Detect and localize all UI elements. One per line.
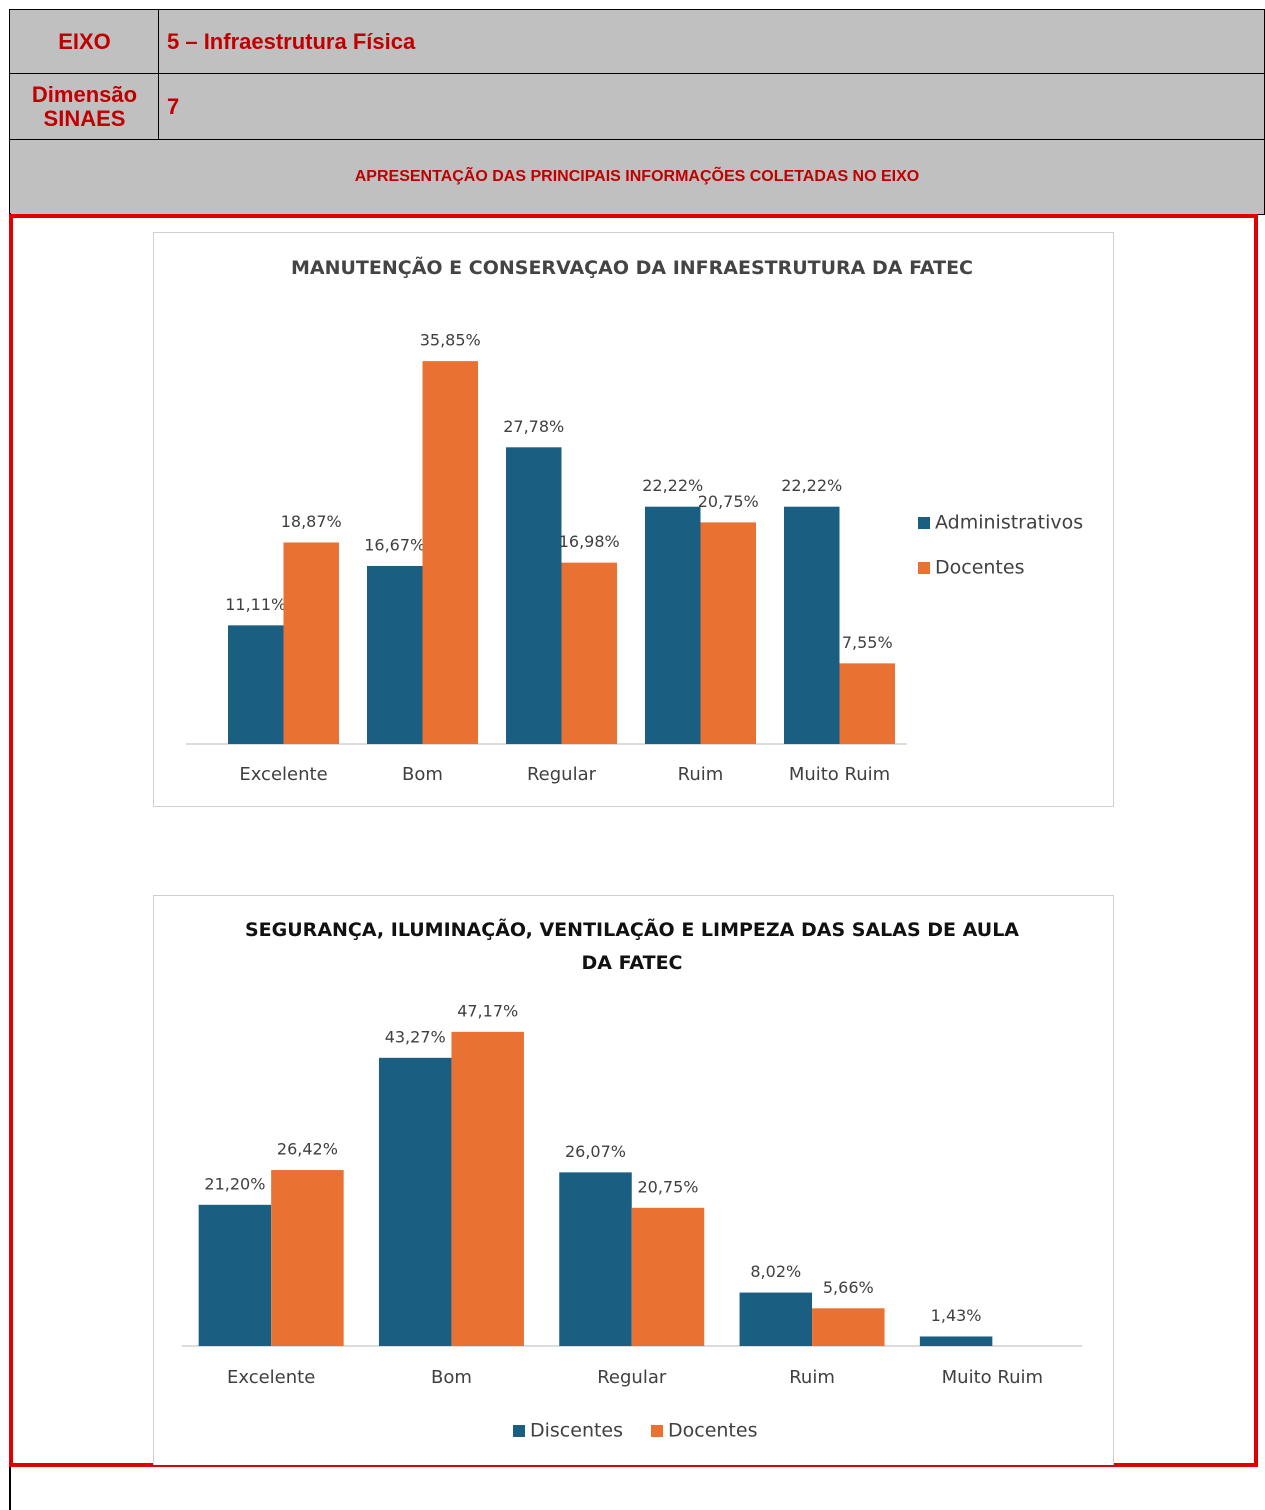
chart-title: SEGURANÇA, ILUMINAÇÃO, VENTILAÇÃO E LIMP… xyxy=(245,919,1019,974)
data-label: 5,66% xyxy=(823,1278,874,1297)
x-tick-label: Ruim xyxy=(678,764,724,785)
data-label: 1,43% xyxy=(931,1306,982,1325)
bar xyxy=(784,506,840,744)
data-label: 20,75% xyxy=(698,492,759,511)
chart-title: MANUTENÇÃO E CONSERVAÇAO DA INFRAESTRUTU… xyxy=(290,257,973,279)
legend-swatch xyxy=(918,562,930,574)
bar xyxy=(228,625,284,744)
data-label: 47,17% xyxy=(457,1001,518,1020)
x-tick-label: Excelente xyxy=(239,764,327,785)
bar xyxy=(631,1207,705,1346)
x-tick-label: Regular xyxy=(597,1367,667,1388)
legend-label: Administrativos xyxy=(935,512,1083,534)
bar xyxy=(378,1057,452,1346)
x-tick-label: Muito Ruim xyxy=(789,764,890,785)
data-label: 16,67% xyxy=(364,535,425,554)
header-label: Dimensão SINAES xyxy=(9,73,160,141)
bar xyxy=(271,1170,344,1346)
legend-label: Docentes xyxy=(668,1420,757,1442)
header-label: EIXO xyxy=(9,9,160,75)
x-tick-label: Ruim xyxy=(789,1367,835,1388)
data-label: 18,87% xyxy=(281,512,342,531)
data-label: 8,02% xyxy=(750,1262,801,1281)
bar xyxy=(367,565,423,744)
data-label: 35,85% xyxy=(420,331,481,350)
section-heading: APRESENTAÇÃO DAS PRINCIPAIS INFORMAÇÕES … xyxy=(9,139,1265,215)
legend-label: Docentes xyxy=(935,557,1024,579)
bar xyxy=(559,1172,632,1346)
data-label: 16,98% xyxy=(559,532,620,551)
bar xyxy=(506,447,562,744)
x-tick-label: Regular xyxy=(527,764,597,785)
bar xyxy=(812,1308,885,1346)
data-label: 27,78% xyxy=(503,417,564,436)
data-label: 21,20% xyxy=(204,1174,265,1193)
data-label: 11,11% xyxy=(225,595,286,614)
data-label: 26,07% xyxy=(565,1142,626,1161)
data-label: 43,27% xyxy=(385,1027,446,1046)
data-label: 22,22% xyxy=(642,476,703,495)
legend-label: Discentes xyxy=(530,1420,623,1442)
x-tick-label: Excelente xyxy=(227,1367,315,1388)
bar xyxy=(739,1292,813,1346)
bar xyxy=(451,1031,524,1346)
data-label: 22,22% xyxy=(781,476,842,495)
legend-swatch xyxy=(651,1425,663,1437)
bar xyxy=(198,1204,272,1346)
bar xyxy=(283,542,339,744)
legend-swatch xyxy=(918,517,930,529)
bar xyxy=(561,562,617,744)
bar xyxy=(919,1336,993,1346)
x-tick-label: Muito Ruim xyxy=(942,1367,1043,1388)
highlight-box xyxy=(9,214,1258,1467)
data-label: 20,75% xyxy=(637,1177,698,1196)
bar xyxy=(700,522,756,744)
x-tick-label: Bom xyxy=(431,1367,472,1388)
legend-swatch xyxy=(513,1425,525,1437)
data-label: 26,42% xyxy=(277,1140,338,1159)
data-label: 7,55% xyxy=(842,633,893,652)
bar xyxy=(422,361,478,744)
bar xyxy=(645,506,701,744)
bar xyxy=(839,663,895,744)
x-tick-label: Bom xyxy=(402,764,443,785)
